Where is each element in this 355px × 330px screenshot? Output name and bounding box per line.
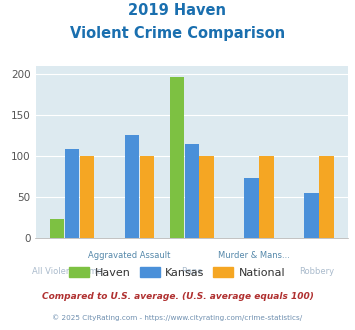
Bar bbox=[319, 156, 334, 238]
Bar bbox=[125, 135, 139, 238]
Legend: Haven, Kansas, National: Haven, Kansas, National bbox=[65, 263, 290, 282]
Text: Aggravated Assault: Aggravated Assault bbox=[88, 251, 170, 260]
Bar bbox=[140, 156, 154, 238]
Bar bbox=[170, 77, 184, 238]
Text: 2019 Haven: 2019 Haven bbox=[129, 3, 226, 18]
Bar bbox=[80, 156, 94, 238]
Text: © 2025 CityRating.com - https://www.cityrating.com/crime-statistics/: © 2025 CityRating.com - https://www.city… bbox=[53, 314, 302, 321]
Bar bbox=[200, 156, 214, 238]
Text: All Violent Crime: All Violent Crime bbox=[32, 267, 102, 276]
Text: Violent Crime Comparison: Violent Crime Comparison bbox=[70, 26, 285, 41]
Bar bbox=[304, 193, 319, 238]
Text: Rape: Rape bbox=[181, 267, 202, 276]
Bar bbox=[245, 178, 259, 238]
Bar bbox=[65, 148, 79, 238]
Bar bbox=[260, 156, 274, 238]
Text: Robbery: Robbery bbox=[299, 267, 334, 276]
Bar bbox=[50, 219, 64, 238]
Bar bbox=[185, 144, 199, 238]
Text: Compared to U.S. average. (U.S. average equals 100): Compared to U.S. average. (U.S. average … bbox=[42, 292, 313, 301]
Text: Murder & Mans...: Murder & Mans... bbox=[218, 251, 290, 260]
